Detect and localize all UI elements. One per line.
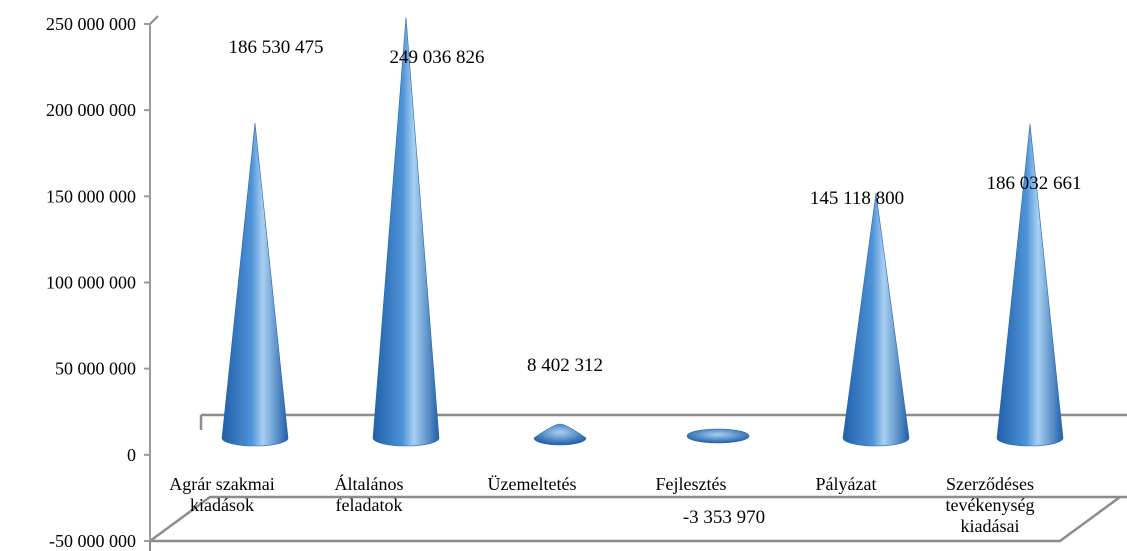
data-labels: 186 530 475 249 036 826 8 402 312 -3 353 97…	[229, 37, 1082, 528]
cone-bar	[996, 123, 1064, 447]
y-axis: -50 000 000 0 50 000 000 100 000 000 150 000…	[46, 14, 151, 551]
cone-bar	[842, 192, 910, 447]
data-label: 249 036 826	[390, 47, 485, 68]
y-tick-label: 50 000 000	[55, 359, 136, 379]
category-label-line: Pályázat	[816, 474, 877, 494]
lower-floor-front	[150, 495, 1121, 543]
category-label: Szerződéses tevékenység kiadásai	[946, 474, 1035, 536]
category-label: Fejlesztés	[656, 474, 727, 494]
data-label: 145 118 800	[810, 188, 904, 209]
category-label-line: kiadások	[190, 495, 254, 515]
cone-series	[221, 17, 1064, 447]
category-label-line: kiadásai	[961, 516, 1020, 536]
category-label-line: Fejlesztés	[656, 474, 727, 494]
cone-bar	[533, 423, 587, 446]
category-label: Pályázat	[816, 474, 877, 494]
data-label: 8 402 312	[527, 355, 603, 376]
data-label: 186 530 475	[229, 37, 324, 58]
category-label-line: Általános	[335, 473, 404, 494]
data-label: -3 353 970	[683, 507, 765, 528]
y-tick-label: 100 000 000	[46, 273, 136, 293]
y-tick-label: 250 000 000	[46, 14, 136, 34]
y-tick-label: -50 000 000	[49, 531, 136, 551]
lower-floor-back	[149, 495, 1127, 543]
y-tick-label: 200 000 000	[46, 100, 136, 120]
chart-walls	[149, 15, 1127, 551]
category-label: Agrár szakmai kiadások	[169, 474, 274, 515]
cone-bar	[221, 122, 289, 447]
cone-bar	[686, 428, 750, 444]
cone-bar	[372, 17, 440, 447]
data-label: 186 032 661	[987, 173, 1082, 194]
category-labels: Agrár szakmai kiadások Általános feladatok Ü…	[169, 473, 1034, 536]
category-label-line: Agrár szakmai	[169, 474, 274, 494]
category-label: Üzemeltetés	[488, 474, 577, 494]
back-wall-top	[149, 15, 159, 25]
y-tick-label: 150 000 000	[46, 186, 136, 206]
category-label-line: feladatok	[336, 495, 403, 515]
category-label-line: Üzemeltetés	[488, 474, 577, 494]
category-label-line: Szerződéses	[946, 474, 1034, 494]
category-label: Általános feladatok	[335, 473, 404, 515]
y-tick-label: 0	[127, 445, 136, 465]
category-label-line: tevékenység	[946, 495, 1035, 515]
